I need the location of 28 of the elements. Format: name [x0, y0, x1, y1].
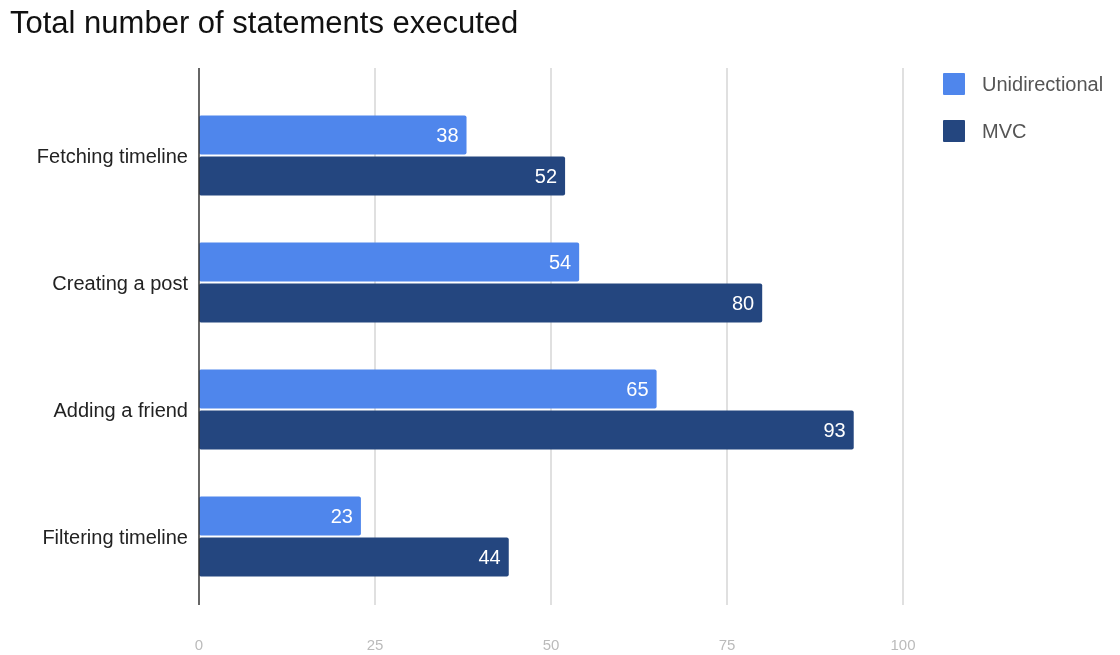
y-tick-label: Fetching timeline	[36, 144, 188, 167]
legend-label: Unidirectional	[982, 73, 1104, 95]
data-label: 93	[823, 419, 846, 441]
x-tick-label: 0	[194, 636, 204, 653]
x-tick-label: 25	[366, 636, 384, 653]
y-tick-label: Adding a friend	[53, 398, 188, 421]
bar	[199, 537, 509, 577]
data-label: 23	[330, 505, 353, 527]
bar	[199, 156, 566, 196]
chart-title: Total number of statements executed	[10, 5, 519, 40]
x-tick-label: 100	[890, 636, 916, 653]
data-label: 44	[478, 546, 501, 568]
data-label: 65	[626, 378, 649, 400]
bar	[199, 410, 854, 450]
data-label: 38	[436, 124, 459, 146]
bar	[199, 496, 361, 536]
y-tick-label: Filtering timeline	[42, 525, 188, 548]
data-label: 52	[534, 165, 558, 187]
x-tick-label: 75	[718, 636, 736, 653]
bar	[199, 115, 467, 155]
bar	[199, 283, 763, 323]
data-label: 54	[548, 251, 572, 273]
legend-label: MVC	[982, 120, 1027, 142]
y-tick-label: Creating a post	[52, 271, 189, 294]
x-tick-label: 50	[542, 636, 560, 653]
bar	[199, 369, 657, 409]
data-label: 80	[731, 292, 755, 314]
bar	[199, 242, 580, 282]
